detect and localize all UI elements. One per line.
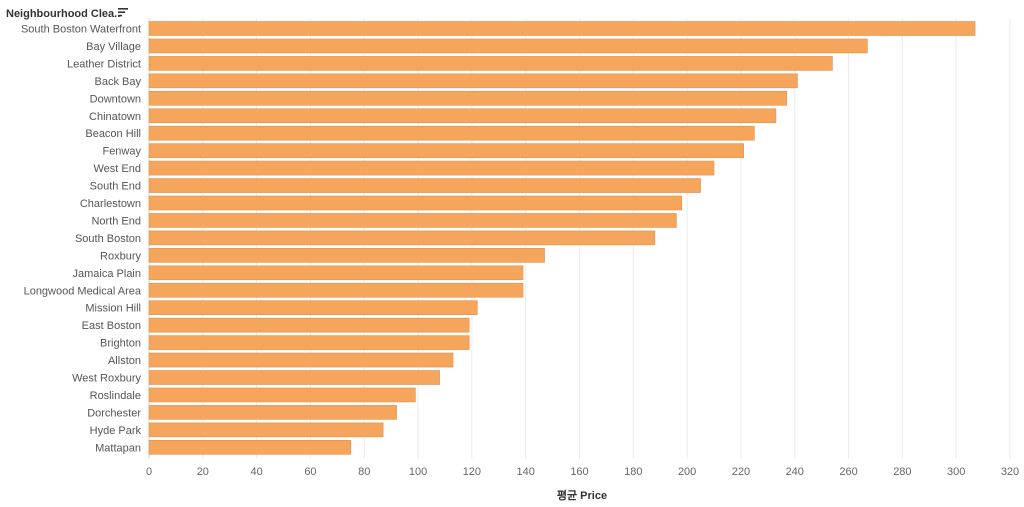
category-label[interactable]: Mission Hill bbox=[85, 303, 141, 315]
x-axis-ticks: 0 20 40 60 80 100 120 140 160 180 200 220 240 260 280 3… bbox=[146, 466, 1019, 478]
bar[interactable] bbox=[148, 422, 384, 438]
bar[interactable] bbox=[148, 56, 833, 71]
x-tick-label: 300 bbox=[947, 466, 965, 478]
category-label[interactable]: Roslindale bbox=[90, 390, 141, 402]
bar[interactable] bbox=[148, 108, 777, 124]
bar[interactable] bbox=[148, 195, 683, 211]
bar[interactable] bbox=[148, 125, 755, 141]
bar[interactable] bbox=[148, 439, 352, 455]
bar[interactable] bbox=[148, 405, 397, 420]
bar[interactable] bbox=[148, 265, 524, 281]
category-label[interactable]: Brighton bbox=[100, 338, 141, 350]
category-label[interactable]: South Boston Waterfront bbox=[21, 24, 141, 36]
bar[interactable] bbox=[148, 178, 701, 193]
category-label[interactable]: Back Bay bbox=[95, 76, 142, 88]
category-labels: South Boston Waterfront Bay Village Leathe… bbox=[21, 24, 142, 455]
bars bbox=[148, 21, 976, 455]
category-label[interactable]: Bay Village bbox=[86, 41, 141, 53]
x-tick-label: 320 bbox=[1001, 466, 1019, 478]
x-tick-label: 100 bbox=[409, 466, 427, 478]
x-tick-label: 220 bbox=[732, 466, 750, 478]
category-label[interactable]: South Boston bbox=[75, 233, 141, 245]
bar[interactable] bbox=[148, 73, 798, 89]
x-tick-label: 120 bbox=[463, 466, 481, 478]
category-label[interactable]: Chinatown bbox=[89, 111, 141, 123]
category-label[interactable]: Longwood Medical Area bbox=[24, 285, 142, 297]
x-tick-label: 240 bbox=[786, 466, 804, 478]
bar[interactable] bbox=[148, 352, 454, 368]
x-tick-label: 0 bbox=[146, 466, 152, 478]
bar[interactable] bbox=[148, 91, 787, 106]
x-tick-label: 180 bbox=[624, 466, 642, 478]
x-tick-label: 20 bbox=[197, 466, 209, 478]
column-header-neighbourhood[interactable]: Neighbourhood Clea.. bbox=[6, 8, 120, 20]
category-label[interactable]: North End bbox=[91, 215, 141, 227]
category-label[interactable]: Roxbury bbox=[100, 250, 141, 262]
bar[interactable] bbox=[148, 248, 545, 263]
category-label[interactable]: East Boston bbox=[82, 320, 141, 332]
bar[interactable] bbox=[148, 387, 416, 403]
x-tick-label: 200 bbox=[678, 466, 696, 478]
x-tick-label: 40 bbox=[251, 466, 263, 478]
category-label[interactable]: Hyde Park bbox=[90, 425, 142, 437]
bar[interactable] bbox=[148, 317, 470, 333]
bar[interactable] bbox=[148, 21, 976, 36]
category-label[interactable]: Charlestown bbox=[80, 198, 141, 210]
x-axis-title: 평균 Price bbox=[557, 488, 607, 502]
bar[interactable] bbox=[148, 335, 470, 350]
category-label[interactable]: Leather District bbox=[67, 58, 141, 70]
x-tick-label: 140 bbox=[517, 466, 535, 478]
bar[interactable] bbox=[148, 143, 744, 158]
category-label[interactable]: Beacon Hill bbox=[85, 128, 141, 140]
x-tick-label: 80 bbox=[358, 466, 370, 478]
bar[interactable] bbox=[148, 213, 677, 228]
bar[interactable] bbox=[148, 300, 478, 316]
x-tick-label: 60 bbox=[304, 466, 316, 478]
category-label[interactable]: West Roxbury bbox=[72, 373, 141, 385]
sort-descending-icon[interactable] bbox=[118, 8, 128, 17]
category-label[interactable]: South End bbox=[90, 181, 141, 193]
category-label[interactable]: Jamaica Plain bbox=[73, 268, 141, 280]
bar[interactable] bbox=[148, 38, 868, 54]
x-tick-label: 260 bbox=[839, 466, 857, 478]
category-label[interactable]: Allston bbox=[108, 355, 141, 367]
x-tick-label: 160 bbox=[570, 466, 588, 478]
category-label[interactable]: West End bbox=[94, 163, 142, 175]
category-label[interactable]: Fenway bbox=[102, 146, 141, 158]
category-label[interactable]: Mattapan bbox=[95, 442, 141, 454]
category-label[interactable]: Dorchester bbox=[87, 407, 141, 419]
bar[interactable] bbox=[148, 230, 656, 246]
bar[interactable] bbox=[148, 370, 440, 385]
x-tick-label: 280 bbox=[893, 466, 911, 478]
bar[interactable] bbox=[148, 282, 524, 298]
category-label[interactable]: Downtown bbox=[90, 93, 141, 105]
bar[interactable] bbox=[148, 160, 715, 176]
